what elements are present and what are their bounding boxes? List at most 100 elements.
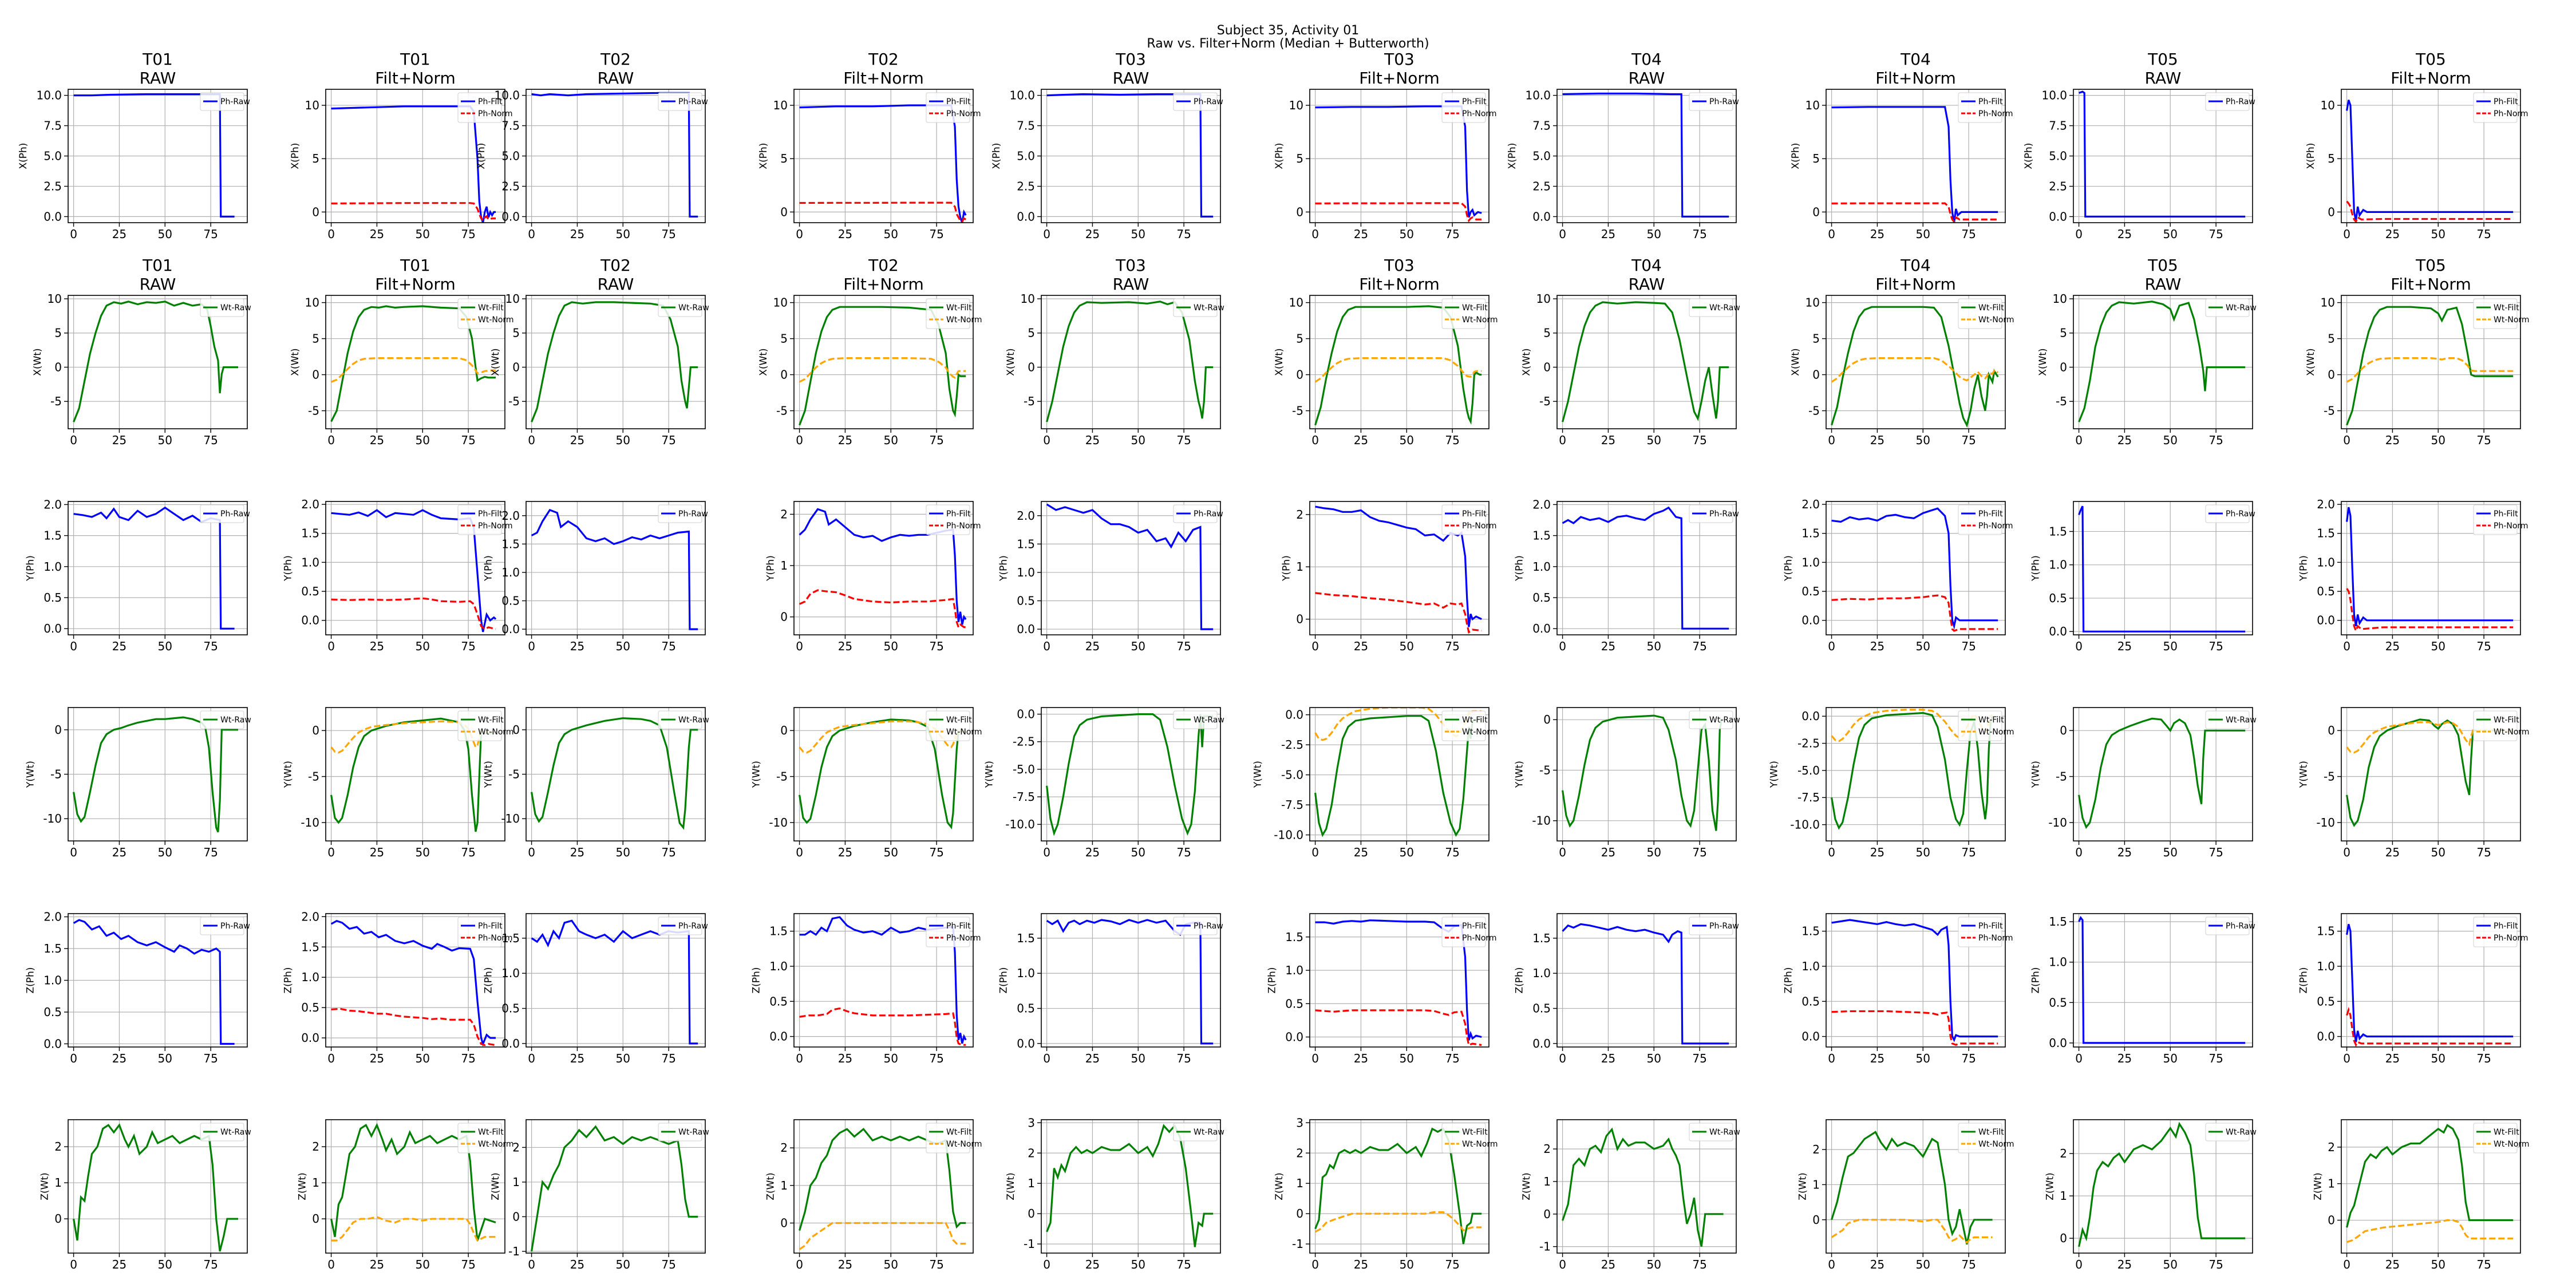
y-tick-label: 0.0 <box>1532 622 1551 635</box>
series-line-wt-norm <box>331 357 496 383</box>
subplot-title-mode: Filt+Norm <box>375 69 455 88</box>
subplot-title-mode: RAW <box>140 69 176 88</box>
axes-frame <box>1309 501 1490 635</box>
x-tick-label: 50 <box>1647 846 1661 859</box>
y-tick-label: 0.0 <box>2049 1036 2067 1050</box>
y-tick-label: 0.0 <box>1017 708 1035 721</box>
legend: Wt-Filt Wt-Norm <box>457 710 514 741</box>
series-line-wt-raw <box>1562 301 1729 422</box>
x-tick-label: 75 <box>1176 227 1191 241</box>
y-tick-label: -5 <box>1539 394 1551 408</box>
axes-frame <box>2341 707 2521 841</box>
y-tick-label: -5 <box>1808 404 1820 418</box>
x-tick-label: 0 <box>1828 846 1835 859</box>
y-tick-label: 10 <box>305 98 319 112</box>
subplot-r4-c9: 0 25 50 75 -10 -5 0 Y(Wt) Wt-Raw <box>2030 707 2257 859</box>
y-tick-label: 1 <box>512 1175 520 1189</box>
x-tick-label: 25 <box>370 1052 384 1065</box>
axes-frame <box>1826 1119 2006 1254</box>
x-tick-label: 50 <box>1647 1258 1661 1271</box>
legend-box <box>1173 1123 1218 1141</box>
series-line-wt-filt <box>799 306 966 426</box>
x-tick-label: 25 <box>570 639 584 653</box>
x-tick-label: 50 <box>1131 639 1145 653</box>
y-tick-label: 1.0 <box>501 966 520 980</box>
x-tick-label: 50 <box>1400 433 1414 447</box>
y-tick-label: -1 <box>508 1244 520 1258</box>
y-axis-label: Y(Ph) <box>283 555 294 582</box>
y-tick-label: 2.5 <box>1017 179 1035 193</box>
legend: Wt-Raw <box>1173 1123 1224 1141</box>
legend-label: Wt-Filt <box>478 716 504 725</box>
y-tick-label: 1.5 <box>1017 537 1035 551</box>
y-tick-label: 2.0 <box>2317 497 2335 511</box>
legend-label: Ph-Raw <box>220 922 250 931</box>
legend-label: Ph-Filt <box>478 922 503 931</box>
y-tick-label: 0 <box>2060 724 2067 737</box>
axes-frame <box>2073 913 2253 1048</box>
x-tick-label: 75 <box>1961 846 1976 859</box>
legend-label: Wt-Norm <box>2494 1140 2530 1149</box>
x-tick-label: 50 <box>884 433 898 447</box>
legend-label: Wt-Raw <box>2226 716 2257 725</box>
subplot-title-mode: Filt+Norm <box>375 275 455 294</box>
axes-frame <box>2073 501 2253 635</box>
y-tick-label: 1.5 <box>2317 527 2335 540</box>
y-tick-label: 7.5 <box>501 119 520 133</box>
legend-box <box>200 710 244 729</box>
legend-label: Wt-Raw <box>220 716 251 725</box>
series-line-wt-norm <box>2346 721 2514 754</box>
legend-label: Ph-Raw <box>2226 509 2255 519</box>
legend-label: Wt-Filt <box>1462 303 1488 313</box>
x-tick-label: 75 <box>2208 433 2223 447</box>
legend-box <box>2205 298 2250 317</box>
x-tick-label: 50 <box>158 1258 172 1271</box>
subplot-r5-c5: 0 25 50 75 0.0 0.5 1.0 1.5 Z(Ph) Ph-Raw <box>998 913 1223 1065</box>
y-axis-label: Z(Ph) <box>1267 967 1278 994</box>
y-tick-label: 1.0 <box>301 555 319 569</box>
y-tick-label: 0.5 <box>1801 994 1820 1008</box>
y-tick-label: 5 <box>1296 332 1303 346</box>
x-tick-label: 75 <box>1692 433 1706 447</box>
series-line-ph-raw <box>1046 503 1214 630</box>
y-axis-label: Z(Wt) <box>297 1172 309 1200</box>
legend-box <box>2205 92 2250 111</box>
y-tick-label: 0 <box>780 205 788 219</box>
series-line-ph-norm <box>2346 200 2514 223</box>
series-line-ph-raw <box>2078 916 2246 1044</box>
y-tick-label: 5 <box>1812 332 1820 346</box>
legend: Ph-Filt Ph-Norm <box>1441 92 1497 123</box>
y-axis-label: X(Ph) <box>758 143 769 169</box>
y-tick-label: 1.0 <box>1532 966 1551 980</box>
x-tick-label: 0 <box>1311 1052 1319 1065</box>
x-tick-label: 25 <box>1085 639 1100 653</box>
y-tick-label: 5.0 <box>1532 149 1551 163</box>
y-tick-label: 5 <box>1543 326 1551 340</box>
legend: Wt-Filt Wt-Norm <box>457 1123 514 1153</box>
x-tick-label: 0 <box>1311 433 1319 447</box>
series-line-wt-raw <box>73 1123 238 1252</box>
subplot-title-mode: Filt+Norm <box>1359 275 1439 294</box>
subplot-title-trial: T04 <box>1900 256 1931 275</box>
x-tick-label: 25 <box>1085 227 1100 241</box>
y-tick-label: 2.5 <box>1532 179 1551 193</box>
y-tick-label: 0 <box>1812 1213 1820 1227</box>
x-tick-label: 0 <box>327 846 335 859</box>
subplot-r4-c1: 0 25 50 75 -10 -5 0 Y(Wt) Wt-Raw <box>25 707 251 859</box>
subplot-r3-c5: 0 25 50 75 0.0 0.5 1.0 1.5 2.0 Y(Ph) Ph-Raw <box>998 501 1223 653</box>
axes-frame <box>1309 89 1490 223</box>
series-line-wt-norm <box>2346 357 2514 383</box>
x-tick-label: 50 <box>1131 846 1145 859</box>
axes-frame <box>526 295 706 429</box>
x-tick-label: 50 <box>1916 227 1930 241</box>
y-tick-label: 0 <box>2328 368 2335 382</box>
subplot-r6-c8: 0 25 50 75 0 1 2 Z(Wt) Wt-Filt Wt-Norm <box>1797 1119 2014 1271</box>
y-axis-label: Y(Wt) <box>2030 761 2042 788</box>
x-tick-label: 50 <box>1647 639 1661 653</box>
y-axis-label: Y(Wt) <box>1253 761 1264 788</box>
x-tick-label: 75 <box>1176 1258 1191 1271</box>
x-tick-label: 75 <box>2208 846 2223 859</box>
axes-frame <box>325 295 505 429</box>
x-tick-label: 75 <box>2476 639 2491 653</box>
